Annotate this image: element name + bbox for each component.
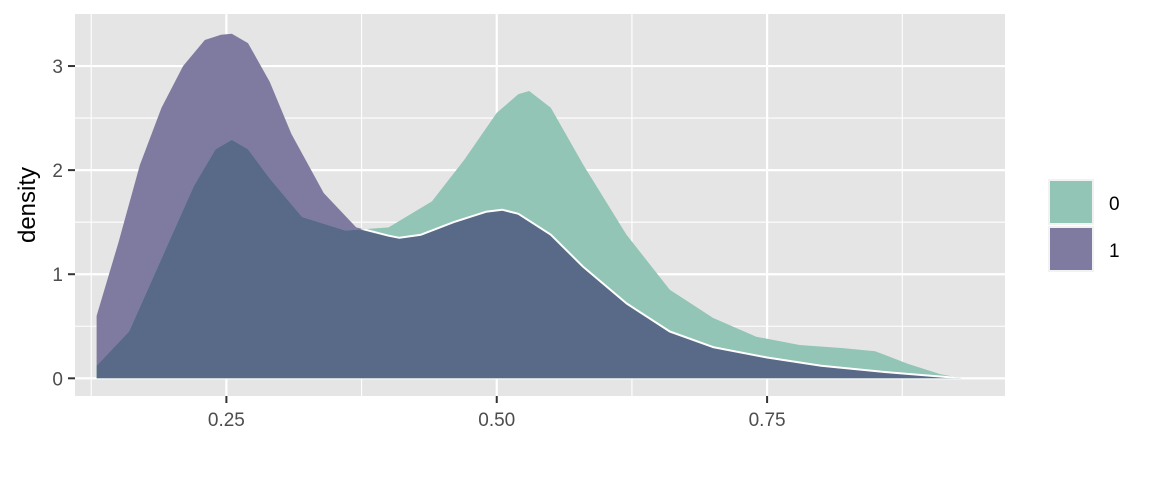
y-tick-label: 3 [52,57,63,78]
x-tick-label: 0.25 [208,410,245,431]
x-tick-label: 0.75 [749,410,786,431]
density-outline-series-1 [96,91,962,379]
legend: 01 [1048,179,1120,272]
density-areas [96,33,962,379]
legend-label-0: 0 [1109,194,1120,215]
density-overlap-area [96,91,962,379]
y-tick-label: 1 [52,265,63,286]
x-tick-label: 0.50 [478,410,515,431]
y-tick-label: 0 [52,369,63,390]
legend-swatch-0 [1050,181,1092,223]
legend-label-1: 1 [1109,241,1120,262]
legend-swatch-1 [1050,228,1092,270]
y-tick-label: 2 [52,161,63,182]
y-axis-title: density [14,167,41,243]
x-axis: 0.25 0.50 0.75 [208,396,786,431]
y-axis: 0 1 2 3 [52,57,75,390]
